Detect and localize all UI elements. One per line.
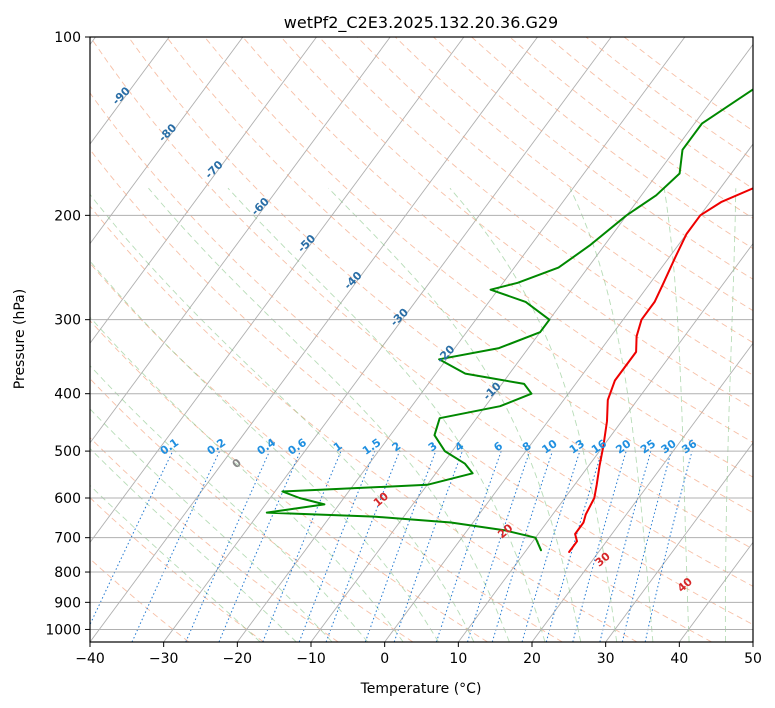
isotherm-line [90,37,317,344]
isotherm-line [163,37,612,642]
x-tick-label: 20 [523,651,541,667]
isotherm-line [236,37,686,642]
dry-adiabat-line [90,205,638,642]
x-tick-label: 30 [597,651,615,667]
y-axis-label: Pressure (hPa) [12,289,28,389]
mixing-ratio-line [644,450,693,642]
mixing-ratio-line [599,450,652,642]
moist-adiabat-line [148,187,510,642]
x-tick-label: 0 [380,651,389,667]
isotherm-line [90,37,538,642]
moist-adiabat-line [90,193,475,642]
mixing-ratio-line [298,450,376,642]
moist-adiabat-line [90,408,333,642]
mixing-ratio-line [185,450,271,642]
isotherm-line [384,143,753,642]
isotherm-line [531,342,753,642]
moist-adiabat-line [90,447,297,642]
mixing-ratio-line [491,450,553,642]
y-tick-label: 600 [54,491,81,507]
mixing-ratio-line [325,450,401,642]
y-tick-label: 300 [54,313,81,329]
dry-adiabat-line [90,92,753,626]
dry-adiabat-line [90,148,712,642]
y-tick-label: 400 [54,387,81,403]
dry-adiabat-line [280,37,753,409]
mixing-ratio-line [545,450,603,642]
moist-adiabat-line [449,187,618,642]
isotherm-line [90,37,465,544]
dewpoint-line [265,88,753,552]
x-tick-label: 50 [744,651,762,667]
isotherm-line [90,37,391,444]
mixing-ratio-line [364,450,437,642]
temperature-line [568,187,753,553]
dry-adiabat-line [90,378,414,642]
y-tick-label: 100 [54,30,81,46]
mixing-ratio-line [572,450,627,642]
isotherm-line [457,242,753,642]
y-tick-label: 500 [54,444,81,460]
profile-lines [265,88,753,553]
moist-adiabat-line [569,188,654,642]
isotherm-line [605,442,753,642]
plot-frame [89,36,754,643]
dry-adiabat-line [166,37,753,514]
moist-adiabat-line [328,187,582,642]
mixing-ratio-line [521,450,581,642]
moist-adiabat-line [724,188,737,642]
mixing-ratio-line [262,450,342,642]
chart-title: wetPf2_C2E3.2025.132.20.36.G29 [284,13,558,33]
x-tick-label: −20 [223,651,253,667]
isotherm-line [90,37,244,245]
y-tick-label: 1000 [45,622,81,638]
y-tick-label: 700 [54,531,81,547]
dry-adiabat-line [90,262,563,642]
mixing-ratio-line [435,450,502,642]
moist-adiabat-line [90,316,404,642]
y-tick-label: 200 [54,208,81,224]
y-tick-label: 800 [54,565,81,581]
x-axis-label: Temperature (°C) [360,681,482,697]
y-tick-label: 900 [54,595,81,611]
dry-adiabat-line [318,37,753,376]
mixing-ratio-line [467,450,531,642]
moist-adiabat-line [90,260,439,642]
mixing-ratio-line [393,450,463,642]
x-axis-ticks: −40 −30 −20 −10 0 10 20 30 40 50 [75,642,762,667]
dry-adiabat-line [356,37,753,344]
x-tick-label: 10 [449,651,467,667]
dry-adiabat-line [128,37,753,550]
background-lines [90,37,753,642]
dry-adiabat-line [90,37,753,587]
isotherm-line [90,37,170,145]
mixing-ratio-line [218,450,301,642]
x-tick-label: −10 [296,651,326,667]
x-tick-label: −30 [149,651,179,667]
mixing-ratio-line [621,450,672,642]
y-axis-ticks: 100 200 300 400 500 600 700 800 900 1000 [45,30,90,638]
moist-adiabat-line [663,188,690,642]
moist-adiabat-line [90,365,369,642]
isotherm-line [310,43,753,642]
x-tick-label: −40 [75,651,105,667]
moist-adiabat-line [90,484,261,642]
x-tick-label: 40 [670,651,688,667]
